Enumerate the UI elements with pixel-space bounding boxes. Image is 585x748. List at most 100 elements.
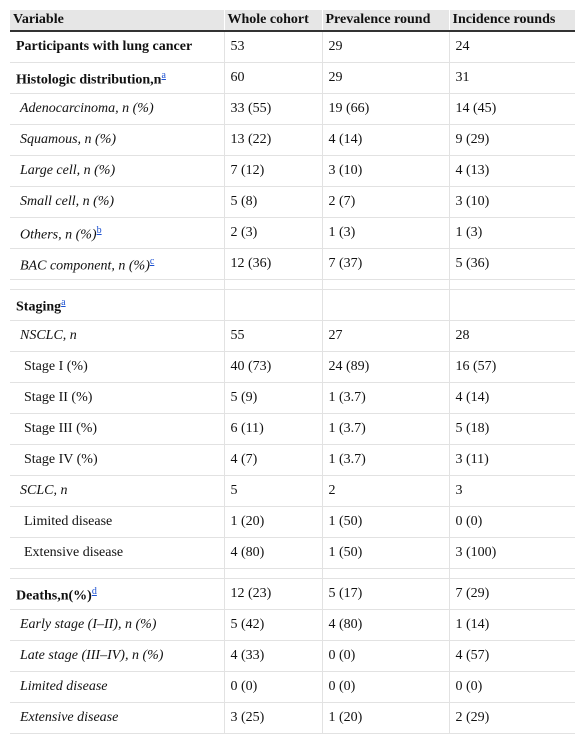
row-label: Extensive disease (20, 710, 119, 725)
value-cell: 2 (29) (449, 702, 575, 734)
value-cell: 12 (36) (224, 248, 323, 280)
value-cell: 1 (50) (322, 537, 450, 569)
row-label-cell: Stage IV (%) (10, 444, 225, 476)
footnote-marker: b (97, 223, 102, 236)
value-cell: 7 (12) (224, 155, 323, 187)
value-cell: 60 (224, 62, 323, 94)
row-label: Limited disease (20, 679, 108, 694)
row-label-cell: Others, n (%)b (10, 217, 225, 249)
table-body: Participants with lung cancer 53 29 24 Histo… (10, 31, 575, 734)
table-row: Limited disease 1 (20) 1 (50) 0 (0) (10, 506, 575, 538)
value-cell: 0 (0) (449, 506, 575, 538)
value-cell: 1 (50) (322, 506, 450, 538)
row-label: Limited disease (24, 514, 113, 529)
value-cell: 28 (449, 320, 575, 352)
spacer-row (10, 568, 575, 579)
value-cell: 1 (3) (449, 217, 575, 249)
table-row: Histologic distribution,na 60 29 31 (10, 62, 575, 94)
value-cell: 4 (7) (224, 444, 323, 476)
row-label-cell: Squamous, n (%) (10, 124, 225, 156)
header-cell: Prevalence round (322, 10, 450, 32)
row-label: Squamous, n (%) (20, 132, 117, 147)
empty-cell (322, 289, 450, 321)
footnote-link[interactable]: a (61, 296, 66, 308)
table-row: Stage II (%) 5 (9) 1 (3.7) 4 (14) (10, 382, 575, 414)
value-cell: 3 (449, 475, 575, 507)
footnote-link[interactable]: b (96, 224, 102, 236)
table-row: Staginga (10, 289, 575, 321)
header-cell: Variable (10, 10, 225, 32)
row-label-cell: Histologic distribution,na (10, 62, 225, 94)
table-row: Extensive disease 4 (80) 1 (50) 3 (100) (10, 537, 575, 569)
value-cell: 3 (10) (322, 155, 450, 187)
value-cell: 1 (3.7) (322, 444, 450, 476)
spacer-cell (10, 568, 225, 579)
row-label: Late stage (III–IV), n (%) (20, 648, 164, 663)
row-label-cell: Stage I (%) (10, 351, 225, 383)
footnote-link[interactable]: d (91, 585, 97, 597)
table-row: Limited disease 0 (0) 0 (0) 0 (0) (10, 671, 575, 703)
value-cell: 4 (33) (224, 640, 323, 672)
row-label-cell: BAC component, n (%)c (10, 248, 225, 280)
empty-cell (224, 289, 323, 321)
value-cell: 1 (20) (322, 702, 450, 734)
row-label-cell: Early stage (I–II), n (%) (10, 609, 225, 641)
table-row: Others, n (%)b 2 (3) 1 (3) 1 (3) (10, 217, 575, 249)
value-cell: 2 (3) (224, 217, 323, 249)
value-cell: 40 (73) (224, 351, 323, 383)
value-cell: 2 (322, 475, 450, 507)
row-label: NSCLC, n (20, 328, 77, 343)
spacer-cell (322, 568, 450, 579)
value-cell: 19 (66) (322, 93, 450, 125)
footnote-link[interactable]: a (161, 69, 166, 81)
row-label: Large cell, n (%) (20, 163, 116, 178)
row-label: Staging (16, 299, 62, 315)
table-row: Adenocarcinoma, n (%) 33 (55) 19 (66) 14 (4… (10, 93, 575, 125)
table-row: Large cell, n (%) 7 (12) 3 (10) 4 (13) (10, 155, 575, 187)
value-cell: 1 (3) (322, 217, 450, 249)
row-label: Stage I (%) (24, 359, 88, 374)
value-cell: 4 (57) (449, 640, 575, 672)
value-cell: 24 (449, 31, 575, 63)
row-label-cell: Limited disease (10, 506, 225, 538)
value-cell: 1 (3.7) (322, 413, 450, 445)
row-label: Stage II (%) (24, 390, 93, 405)
spacer-cell (449, 568, 575, 579)
row-label: Participants with lung cancer (16, 39, 193, 54)
value-cell: 4 (14) (322, 124, 450, 156)
header-cell: Incidence rounds (449, 10, 575, 32)
value-cell: 55 (224, 320, 323, 352)
spacer-cell (322, 279, 450, 290)
value-cell: 0 (0) (224, 671, 323, 703)
value-cell: 0 (0) (449, 671, 575, 703)
value-cell: 5 (36) (449, 248, 575, 280)
row-label-cell: Limited disease (10, 671, 225, 703)
row-label-cell: Adenocarcinoma, n (%) (10, 93, 225, 125)
row-label: Stage III (%) (24, 421, 98, 436)
row-label: Others, n (%) (20, 227, 97, 243)
value-cell: 33 (55) (224, 93, 323, 125)
row-label: SCLC, n (20, 483, 68, 498)
row-label: Adenocarcinoma, n (%) (20, 101, 154, 116)
row-label-cell: Staginga (10, 289, 225, 321)
row-label: Extensive disease (24, 545, 124, 560)
value-cell: 16 (57) (449, 351, 575, 383)
spacer-cell (10, 279, 225, 290)
footnote-marker: d (92, 584, 97, 597)
value-cell: 1 (14) (449, 609, 575, 641)
value-cell: 9 (29) (449, 124, 575, 156)
value-cell: 7 (29) (449, 578, 575, 610)
row-label: Small cell, n (%) (20, 194, 115, 209)
row-label-cell: Extensive disease (10, 702, 225, 734)
footnote-link[interactable]: c (149, 255, 155, 267)
table-row: Participants with lung cancer 53 29 24 (10, 31, 575, 63)
row-label: Histologic distribution,n (16, 72, 162, 88)
value-cell: 7 (37) (322, 248, 450, 280)
row-label-cell: Deaths,n(%)d (10, 578, 225, 610)
value-cell: 13 (22) (224, 124, 323, 156)
table-row: Extensive disease 3 (25) 1 (20) 2 (29) (10, 702, 575, 734)
table-row: BAC component, n (%)c 12 (36) 7 (37) 5 (36) (10, 248, 575, 280)
row-label: Deaths,n(%) (16, 588, 92, 604)
value-cell: 14 (45) (449, 93, 575, 125)
